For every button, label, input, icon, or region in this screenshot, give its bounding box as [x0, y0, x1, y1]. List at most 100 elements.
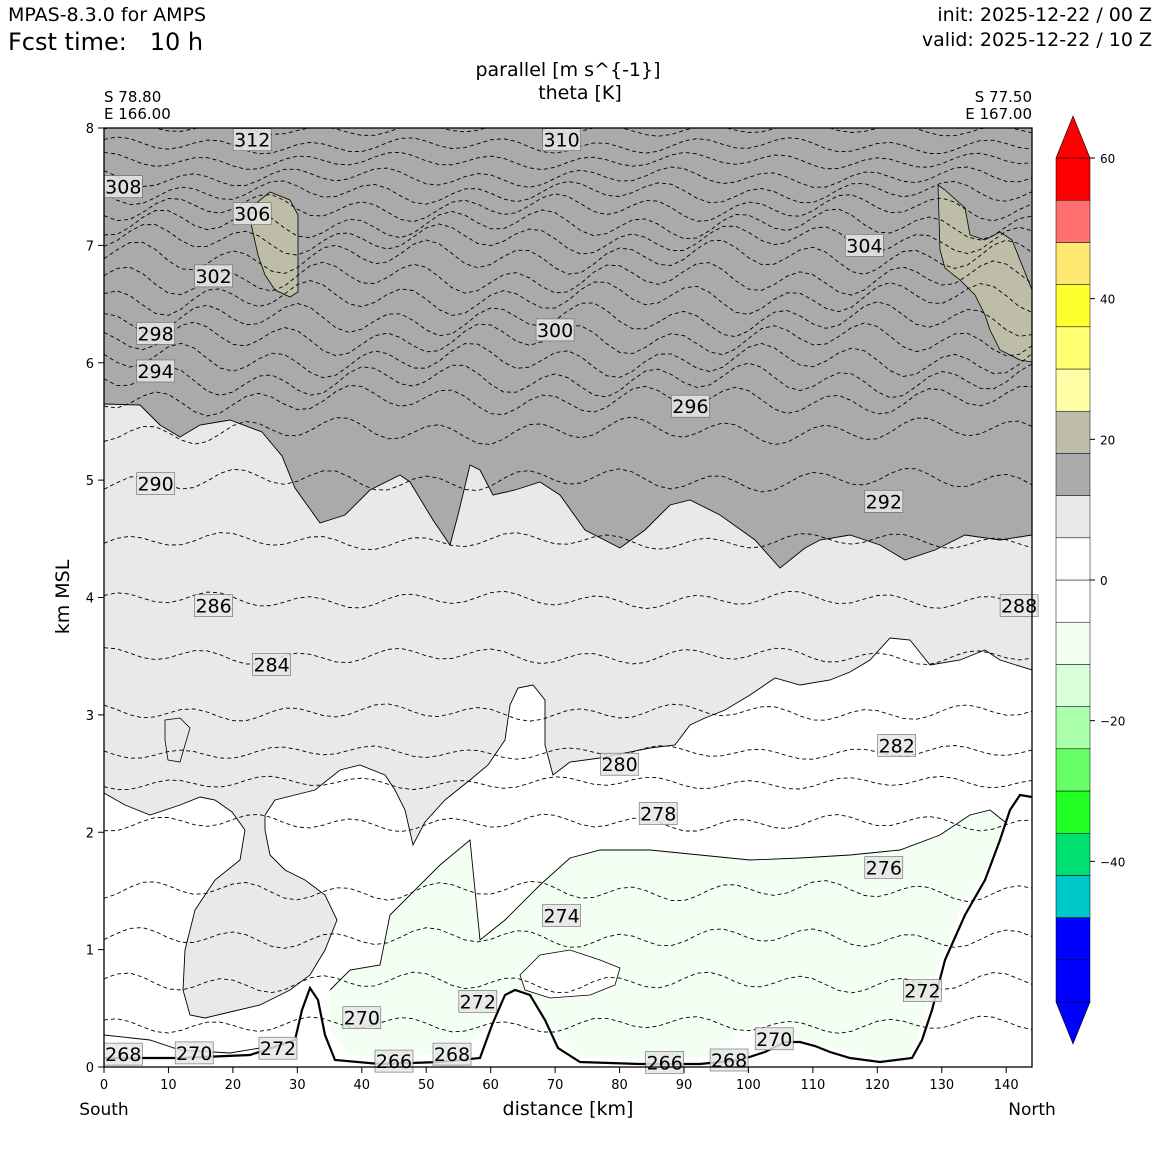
forecast-time: Fcst time: 10 h — [8, 28, 204, 56]
theta-contour-line — [104, 1015, 1032, 1034]
contour-label-box — [638, 802, 678, 825]
colorbar-tick-label: 40 — [1100, 293, 1115, 307]
contour-label-text: 306 — [234, 204, 270, 226]
colorbar-bin — [1055, 621, 1091, 665]
theta-contour-line — [104, 927, 1032, 949]
contour-label-text: 284 — [253, 654, 289, 676]
y-tick-label: 4 — [86, 592, 94, 607]
contour-label-text: 266 — [647, 1052, 683, 1074]
theta-contour-line — [104, 703, 1032, 722]
contour-label: 268 — [104, 1042, 143, 1066]
colorbar-bin — [1055, 748, 1091, 792]
contour-label-text: 288 — [1001, 596, 1037, 618]
contour-label-text: 268 — [434, 1044, 470, 1066]
colorbar-bin — [1055, 242, 1091, 285]
contour-label-text: 272 — [460, 991, 496, 1013]
shaded-region-5-15 — [164, 717, 191, 763]
contour-label-box — [342, 1006, 382, 1030]
theta-contour-line — [104, 193, 1032, 223]
contour-label-text: 310 — [543, 130, 579, 152]
left-end-lon: E 166.00 — [104, 105, 171, 123]
north-label: North — [1008, 1100, 1056, 1120]
contour-label: 280 — [600, 752, 639, 776]
colorbar-bin — [1055, 959, 1091, 1003]
contour-label-box — [136, 322, 175, 345]
contour-label-box — [232, 202, 272, 225]
contour-label: 288 — [999, 594, 1039, 618]
x-tick-label: 50 — [418, 1078, 435, 1093]
contour-label-text: 308 — [105, 177, 141, 199]
contour-label: 306 — [232, 202, 272, 226]
colorbar-bin — [1055, 368, 1091, 412]
field-boundary-line — [104, 403, 1032, 569]
shaded-region-20-25 — [937, 184, 1032, 363]
contour-label: 304 — [845, 234, 884, 257]
contour-label: 300 — [535, 318, 575, 342]
contour-label-box — [754, 1027, 794, 1051]
chart-title-line1: parallel [m s^{-1}] — [475, 59, 661, 81]
theta-contour-line — [104, 166, 1032, 188]
colorbar-tick-label: −20 — [1100, 715, 1125, 729]
x-tick-label: 30 — [289, 1078, 306, 1093]
contour-label-text: 268 — [711, 1050, 747, 1072]
contour-label-text: 298 — [137, 323, 173, 345]
contour-label: 302 — [194, 264, 233, 288]
model-name: MPAS-8.3.0 for AMPS — [8, 4, 207, 26]
contour-label-box — [232, 128, 272, 151]
contour-label: 266 — [645, 1051, 685, 1074]
contour-label-text: 272 — [904, 981, 940, 1003]
right-end-lon: E 167.00 — [965, 105, 1032, 123]
contour-label-box — [864, 489, 904, 513]
x-tick-label: 10 — [160, 1078, 177, 1093]
contour-label-text: 270 — [344, 1008, 380, 1030]
contour-label-box — [600, 752, 639, 776]
y-tick-label: 8 — [86, 122, 94, 137]
field-boundary-line — [329, 809, 1006, 991]
colorbar-bin — [1055, 284, 1091, 328]
x-axis-label: distance [km] — [502, 1098, 634, 1120]
colorbar-bin — [1055, 537, 1091, 581]
contour-label: 308 — [104, 175, 143, 199]
contour-label-text: 290 — [137, 474, 173, 496]
x-tick-label: 90 — [676, 1078, 693, 1093]
contour-label-box — [136, 359, 175, 383]
colorbar-bin — [1055, 410, 1091, 454]
contour-label-box — [194, 264, 233, 288]
theta-contour-line — [104, 342, 1032, 379]
contour-label-box — [258, 1036, 298, 1060]
shaded-region-5-15 — [104, 404, 1032, 1018]
x-tick-label: 70 — [547, 1078, 564, 1093]
contour-label-box — [458, 989, 498, 1013]
contour-label: 272 — [458, 989, 498, 1013]
colorbar-bin — [1055, 875, 1091, 918]
theta-contour-line — [104, 971, 1032, 994]
contour-label-box — [542, 904, 581, 927]
y-tick-label: 6 — [86, 357, 94, 372]
theta-contour-line — [104, 590, 1032, 610]
right-end-lat: S 77.50 — [974, 88, 1032, 106]
contour-label-text: 278 — [640, 804, 676, 826]
contour-label-text: 286 — [195, 596, 231, 618]
contour-label-text: 302 — [195, 266, 231, 288]
contour-label-text: 280 — [601, 754, 637, 776]
y-tick-label: 7 — [86, 239, 94, 254]
field-boundary-line — [104, 637, 1032, 1019]
contour-label-box — [877, 734, 917, 757]
shaded-region-15-20 — [104, 128, 1032, 568]
contour-label-text: 272 — [260, 1038, 296, 1060]
theta-contour-line — [104, 880, 1032, 902]
init-time: init: 2025-12-22 / 00 Z — [937, 4, 1152, 26]
chart-title-line2: theta [K] — [538, 82, 622, 104]
colorbar-tick-label: 60 — [1100, 152, 1115, 166]
theta-contour-line — [104, 384, 1032, 417]
contour-label-text: 276 — [866, 858, 902, 880]
colorbar-bin — [1055, 453, 1091, 496]
contour-label: 274 — [542, 904, 581, 928]
contour-label: 310 — [542, 128, 581, 152]
theta-contour-line — [104, 362, 1032, 399]
contour-label: 272 — [258, 1036, 298, 1060]
colorbar-tick-label: 0 — [1100, 574, 1108, 588]
contour-label-box — [136, 472, 175, 495]
left-end-lat: S 78.80 — [104, 88, 162, 106]
